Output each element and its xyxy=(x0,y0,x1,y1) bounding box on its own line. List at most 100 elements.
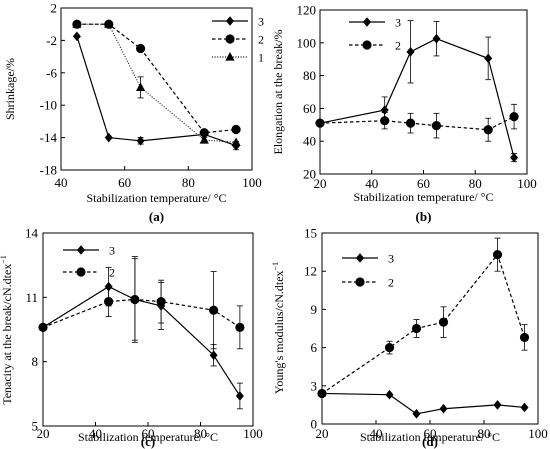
panel-d: 0 3 6 9 12 15 20 40 60 80 100 Stabilization tempera… xyxy=(271,226,548,449)
x-tick-label: 80 xyxy=(469,176,482,191)
data-point xyxy=(209,350,218,361)
data-point xyxy=(317,388,327,399)
y-tick-label: 60 xyxy=(303,101,316,116)
data-point xyxy=(432,33,441,44)
x-tick-label: 40 xyxy=(370,426,383,441)
y-tick-label: -2 xyxy=(46,33,57,48)
data-point xyxy=(104,19,114,28)
data-point xyxy=(385,389,394,400)
y-axis-label: Shrinkage/% xyxy=(3,58,17,120)
x-tick-label: 60 xyxy=(142,426,155,441)
x-tick-label: 100 xyxy=(528,426,548,441)
x-tick-label: 20 xyxy=(316,426,329,441)
series-2 xyxy=(315,103,519,142)
x-axis-label: Stabilization temperature/ °C xyxy=(86,191,226,205)
y-tick-label: 120 xyxy=(297,3,317,18)
legend-label: 3 xyxy=(388,252,394,266)
y-tick-label: -6 xyxy=(46,65,57,80)
legend-item-2: 2 xyxy=(342,276,394,290)
legend-label: 2 xyxy=(109,266,115,280)
legend-label: 2 xyxy=(388,276,394,290)
series-2 xyxy=(38,258,245,350)
x-tick-label: 60 xyxy=(417,176,430,191)
plot-frame xyxy=(321,232,539,425)
data-point xyxy=(235,322,245,332)
data-point xyxy=(483,125,493,135)
y-axis-label-text: Young's modulus/cN.dtex xyxy=(272,270,286,394)
legend-marker xyxy=(363,17,371,27)
series-line xyxy=(319,116,515,131)
data-point xyxy=(406,47,415,57)
data-point xyxy=(431,121,442,131)
data-point xyxy=(72,19,82,28)
legend-marker xyxy=(355,277,365,287)
data-point xyxy=(199,135,209,144)
series-2 xyxy=(317,237,530,399)
data-point xyxy=(231,124,241,135)
series-1 xyxy=(72,19,241,147)
legend-marker xyxy=(362,40,372,50)
data-point xyxy=(412,409,421,419)
series-3 xyxy=(72,31,241,151)
data-point xyxy=(405,118,416,128)
x-axis-label: Stabilization temperature/ °C xyxy=(353,190,493,204)
panel-caption: (c) xyxy=(141,434,155,449)
legend-item-2: 2 xyxy=(63,266,115,280)
data-point xyxy=(235,391,244,401)
y-tick-label: 0 xyxy=(311,417,318,432)
series-line xyxy=(42,285,241,397)
legend-item-3: 3 xyxy=(63,244,115,258)
data-point xyxy=(38,322,48,332)
y-axis-label-text: Shrinkage/% xyxy=(3,58,17,120)
data-point xyxy=(510,152,519,163)
y-tick-label: 100 xyxy=(297,35,317,50)
data-point xyxy=(104,132,113,143)
y-tick-label: 15 xyxy=(304,226,317,241)
x-tick-label: 60 xyxy=(118,175,131,190)
legend-marker xyxy=(356,253,364,263)
data-point xyxy=(209,305,219,315)
x-tick-label: 40 xyxy=(55,175,68,190)
data-point xyxy=(438,317,449,327)
data-point xyxy=(509,112,519,122)
legend-label: 3 xyxy=(258,15,264,29)
y-axis-label-text: Tenacity at the break/cN.dtex xyxy=(0,264,14,405)
legend-item-3: 3 xyxy=(349,16,401,30)
x-axis-label: Stabilization temperature/ °C xyxy=(360,430,500,444)
y-tick-label: -10 xyxy=(40,98,57,113)
y-tick-label: 2 xyxy=(51,1,58,16)
data-point xyxy=(492,250,503,260)
legend-item-3: 3 xyxy=(342,252,394,266)
data-point xyxy=(104,297,114,307)
legend-marker xyxy=(226,16,234,26)
data-point xyxy=(136,136,145,146)
legend-label: 1 xyxy=(258,51,264,65)
y-axis-label-superscript: −1 xyxy=(271,262,280,271)
y-tick-label: 5 xyxy=(32,419,39,434)
data-point xyxy=(520,402,529,413)
data-point xyxy=(519,332,530,343)
data-point xyxy=(199,128,209,138)
legend-marker xyxy=(77,245,85,255)
series-line xyxy=(76,36,237,147)
series-3 xyxy=(318,388,529,419)
legend-marker xyxy=(225,52,235,61)
x-tick-label: 100 xyxy=(243,426,263,441)
x-tick-label: 100 xyxy=(242,175,262,190)
legend-label: 2 xyxy=(395,39,401,53)
x-tick-label: 60 xyxy=(424,426,437,441)
x-tick-label: 80 xyxy=(182,175,195,190)
series-line xyxy=(321,253,526,394)
data-point xyxy=(156,297,166,307)
y-axis-label: Elongation at the break/% xyxy=(271,30,285,155)
y-axis-label-superscript: −1 xyxy=(0,255,8,264)
data-point xyxy=(484,53,493,64)
series-line xyxy=(42,298,241,328)
panel-caption: (a) xyxy=(149,209,164,224)
y-tick-label: 3 xyxy=(311,378,318,393)
y-tick-label: 12 xyxy=(304,264,317,279)
x-axis-label: Stabilization temperature/ °C xyxy=(78,430,218,444)
legend-label: 3 xyxy=(395,16,401,30)
legend-item-3: 3 xyxy=(212,15,264,29)
